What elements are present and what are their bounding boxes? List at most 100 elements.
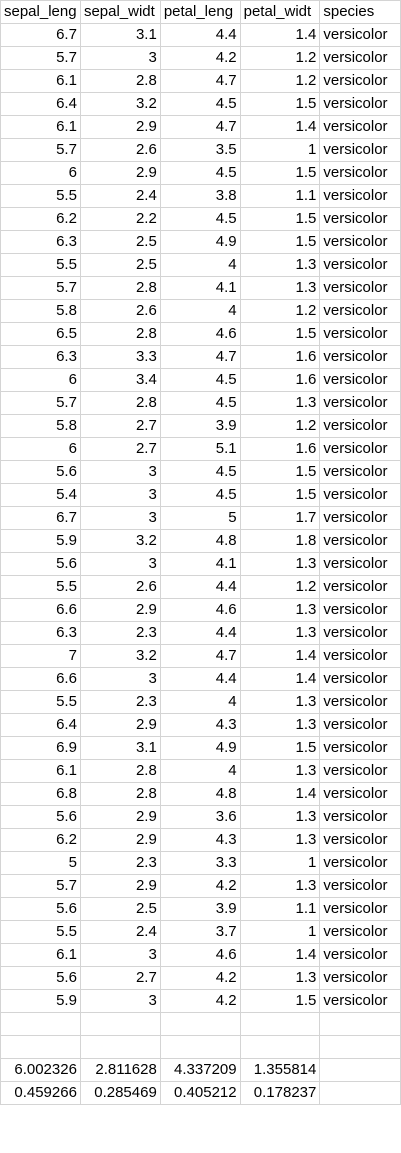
- cell[interactable]: versicolor: [319, 713, 401, 737]
- cell[interactable]: versicolor: [319, 897, 401, 921]
- cell[interactable]: 5.6: [0, 966, 81, 990]
- cell[interactable]: 3.4: [79, 368, 161, 392]
- cell[interactable]: 4.6: [159, 322, 241, 346]
- cell[interactable]: 1.3: [239, 621, 321, 645]
- cell[interactable]: 4: [159, 299, 241, 323]
- cell[interactable]: 1.3: [239, 966, 321, 990]
- cell[interactable]: 4.5: [159, 207, 241, 231]
- cell[interactable]: 2.4: [79, 184, 161, 208]
- cell[interactable]: 5: [0, 851, 81, 875]
- cell[interactable]: 6: [0, 368, 81, 392]
- cell[interactable]: 1.3: [239, 253, 321, 277]
- cell[interactable]: versicolor: [319, 414, 401, 438]
- cell[interactable]: 4.5: [159, 368, 241, 392]
- cell[interactable]: 1.4: [239, 115, 321, 139]
- cell[interactable]: 2.6: [79, 575, 161, 599]
- cell[interactable]: 1.8: [239, 529, 321, 553]
- cell[interactable]: 6.3: [0, 621, 81, 645]
- cell[interactable]: versicolor: [319, 92, 401, 116]
- cell[interactable]: 0.178237: [239, 1081, 321, 1105]
- cell[interactable]: 2.8: [79, 391, 161, 415]
- cell[interactable]: versicolor: [319, 874, 401, 898]
- cell[interactable]: 4.4: [159, 667, 241, 691]
- cell[interactable]: 1.4: [239, 667, 321, 691]
- cell[interactable]: 1.5: [239, 230, 321, 254]
- cell[interactable]: versicolor: [319, 161, 401, 185]
- cell[interactable]: 6.5: [0, 322, 81, 346]
- cell[interactable]: 5.9: [0, 529, 81, 553]
- cell[interactable]: versicolor: [319, 943, 401, 967]
- cell[interactable]: [79, 1035, 161, 1059]
- cell[interactable]: 2.8: [79, 322, 161, 346]
- cell[interactable]: [319, 1012, 401, 1036]
- cell[interactable]: 2.8: [79, 759, 161, 783]
- header-cell[interactable]: petal_leng: [159, 0, 241, 24]
- cell[interactable]: versicolor: [319, 391, 401, 415]
- cell[interactable]: versicolor: [319, 690, 401, 714]
- cell[interactable]: versicolor: [319, 851, 401, 875]
- cell[interactable]: [0, 1012, 81, 1036]
- cell[interactable]: versicolor: [319, 437, 401, 461]
- cell[interactable]: 2.8: [79, 276, 161, 300]
- cell[interactable]: 3: [79, 506, 161, 530]
- cell[interactable]: versicolor: [319, 828, 401, 852]
- cell[interactable]: 6.3: [0, 230, 81, 254]
- cell[interactable]: 3: [79, 460, 161, 484]
- cell[interactable]: 2.9: [79, 828, 161, 852]
- cell[interactable]: versicolor: [319, 483, 401, 507]
- cell[interactable]: 2.811628: [79, 1058, 161, 1082]
- cell[interactable]: versicolor: [319, 989, 401, 1013]
- cell[interactable]: 1.3: [239, 759, 321, 783]
- cell[interactable]: 5.7: [0, 276, 81, 300]
- cell[interactable]: 4.6: [159, 598, 241, 622]
- cell[interactable]: 2.7: [79, 966, 161, 990]
- cell[interactable]: [159, 1012, 241, 1036]
- cell[interactable]: versicolor: [319, 736, 401, 760]
- cell[interactable]: 4.5: [159, 483, 241, 507]
- cell[interactable]: versicolor: [319, 322, 401, 346]
- cell[interactable]: 2.6: [79, 299, 161, 323]
- cell[interactable]: 1.3: [239, 391, 321, 415]
- cell[interactable]: 1.5: [239, 736, 321, 760]
- cell[interactable]: 4.2: [159, 989, 241, 1013]
- cell[interactable]: 1.2: [239, 299, 321, 323]
- cell[interactable]: 5.6: [0, 805, 81, 829]
- cell[interactable]: 1.1: [239, 897, 321, 921]
- cell[interactable]: versicolor: [319, 575, 401, 599]
- cell[interactable]: 5.6: [0, 552, 81, 576]
- cell[interactable]: 5: [159, 506, 241, 530]
- cell[interactable]: 3: [79, 552, 161, 576]
- cell[interactable]: versicolor: [319, 276, 401, 300]
- cell[interactable]: 3.5: [159, 138, 241, 162]
- cell[interactable]: 1.3: [239, 552, 321, 576]
- cell[interactable]: 5.5: [0, 690, 81, 714]
- header-cell[interactable]: species: [319, 0, 401, 24]
- cell[interactable]: 2.7: [79, 414, 161, 438]
- cell[interactable]: versicolor: [319, 69, 401, 93]
- cell[interactable]: 1.2: [239, 46, 321, 70]
- cell[interactable]: versicolor: [319, 230, 401, 254]
- cell[interactable]: 6.4: [0, 92, 81, 116]
- cell[interactable]: 2.5: [79, 253, 161, 277]
- cell[interactable]: 5.5: [0, 575, 81, 599]
- cell[interactable]: [159, 1035, 241, 1059]
- cell[interactable]: versicolor: [319, 920, 401, 944]
- cell[interactable]: 2.8: [79, 69, 161, 93]
- cell[interactable]: 4.8: [159, 782, 241, 806]
- cell[interactable]: versicolor: [319, 966, 401, 990]
- cell[interactable]: 1.6: [239, 368, 321, 392]
- cell[interactable]: [239, 1035, 321, 1059]
- cell[interactable]: 1.355814: [239, 1058, 321, 1082]
- cell[interactable]: 3.2: [79, 644, 161, 668]
- cell[interactable]: 4.1: [159, 552, 241, 576]
- cell[interactable]: 4.4: [159, 621, 241, 645]
- cell[interactable]: 4.5: [159, 391, 241, 415]
- cell[interactable]: versicolor: [319, 621, 401, 645]
- cell[interactable]: 4.7: [159, 345, 241, 369]
- cell[interactable]: 1: [239, 138, 321, 162]
- cell[interactable]: 4: [159, 759, 241, 783]
- cell[interactable]: 1.6: [239, 437, 321, 461]
- cell[interactable]: versicolor: [319, 299, 401, 323]
- cell[interactable]: 3: [79, 943, 161, 967]
- cell[interactable]: 4.8: [159, 529, 241, 553]
